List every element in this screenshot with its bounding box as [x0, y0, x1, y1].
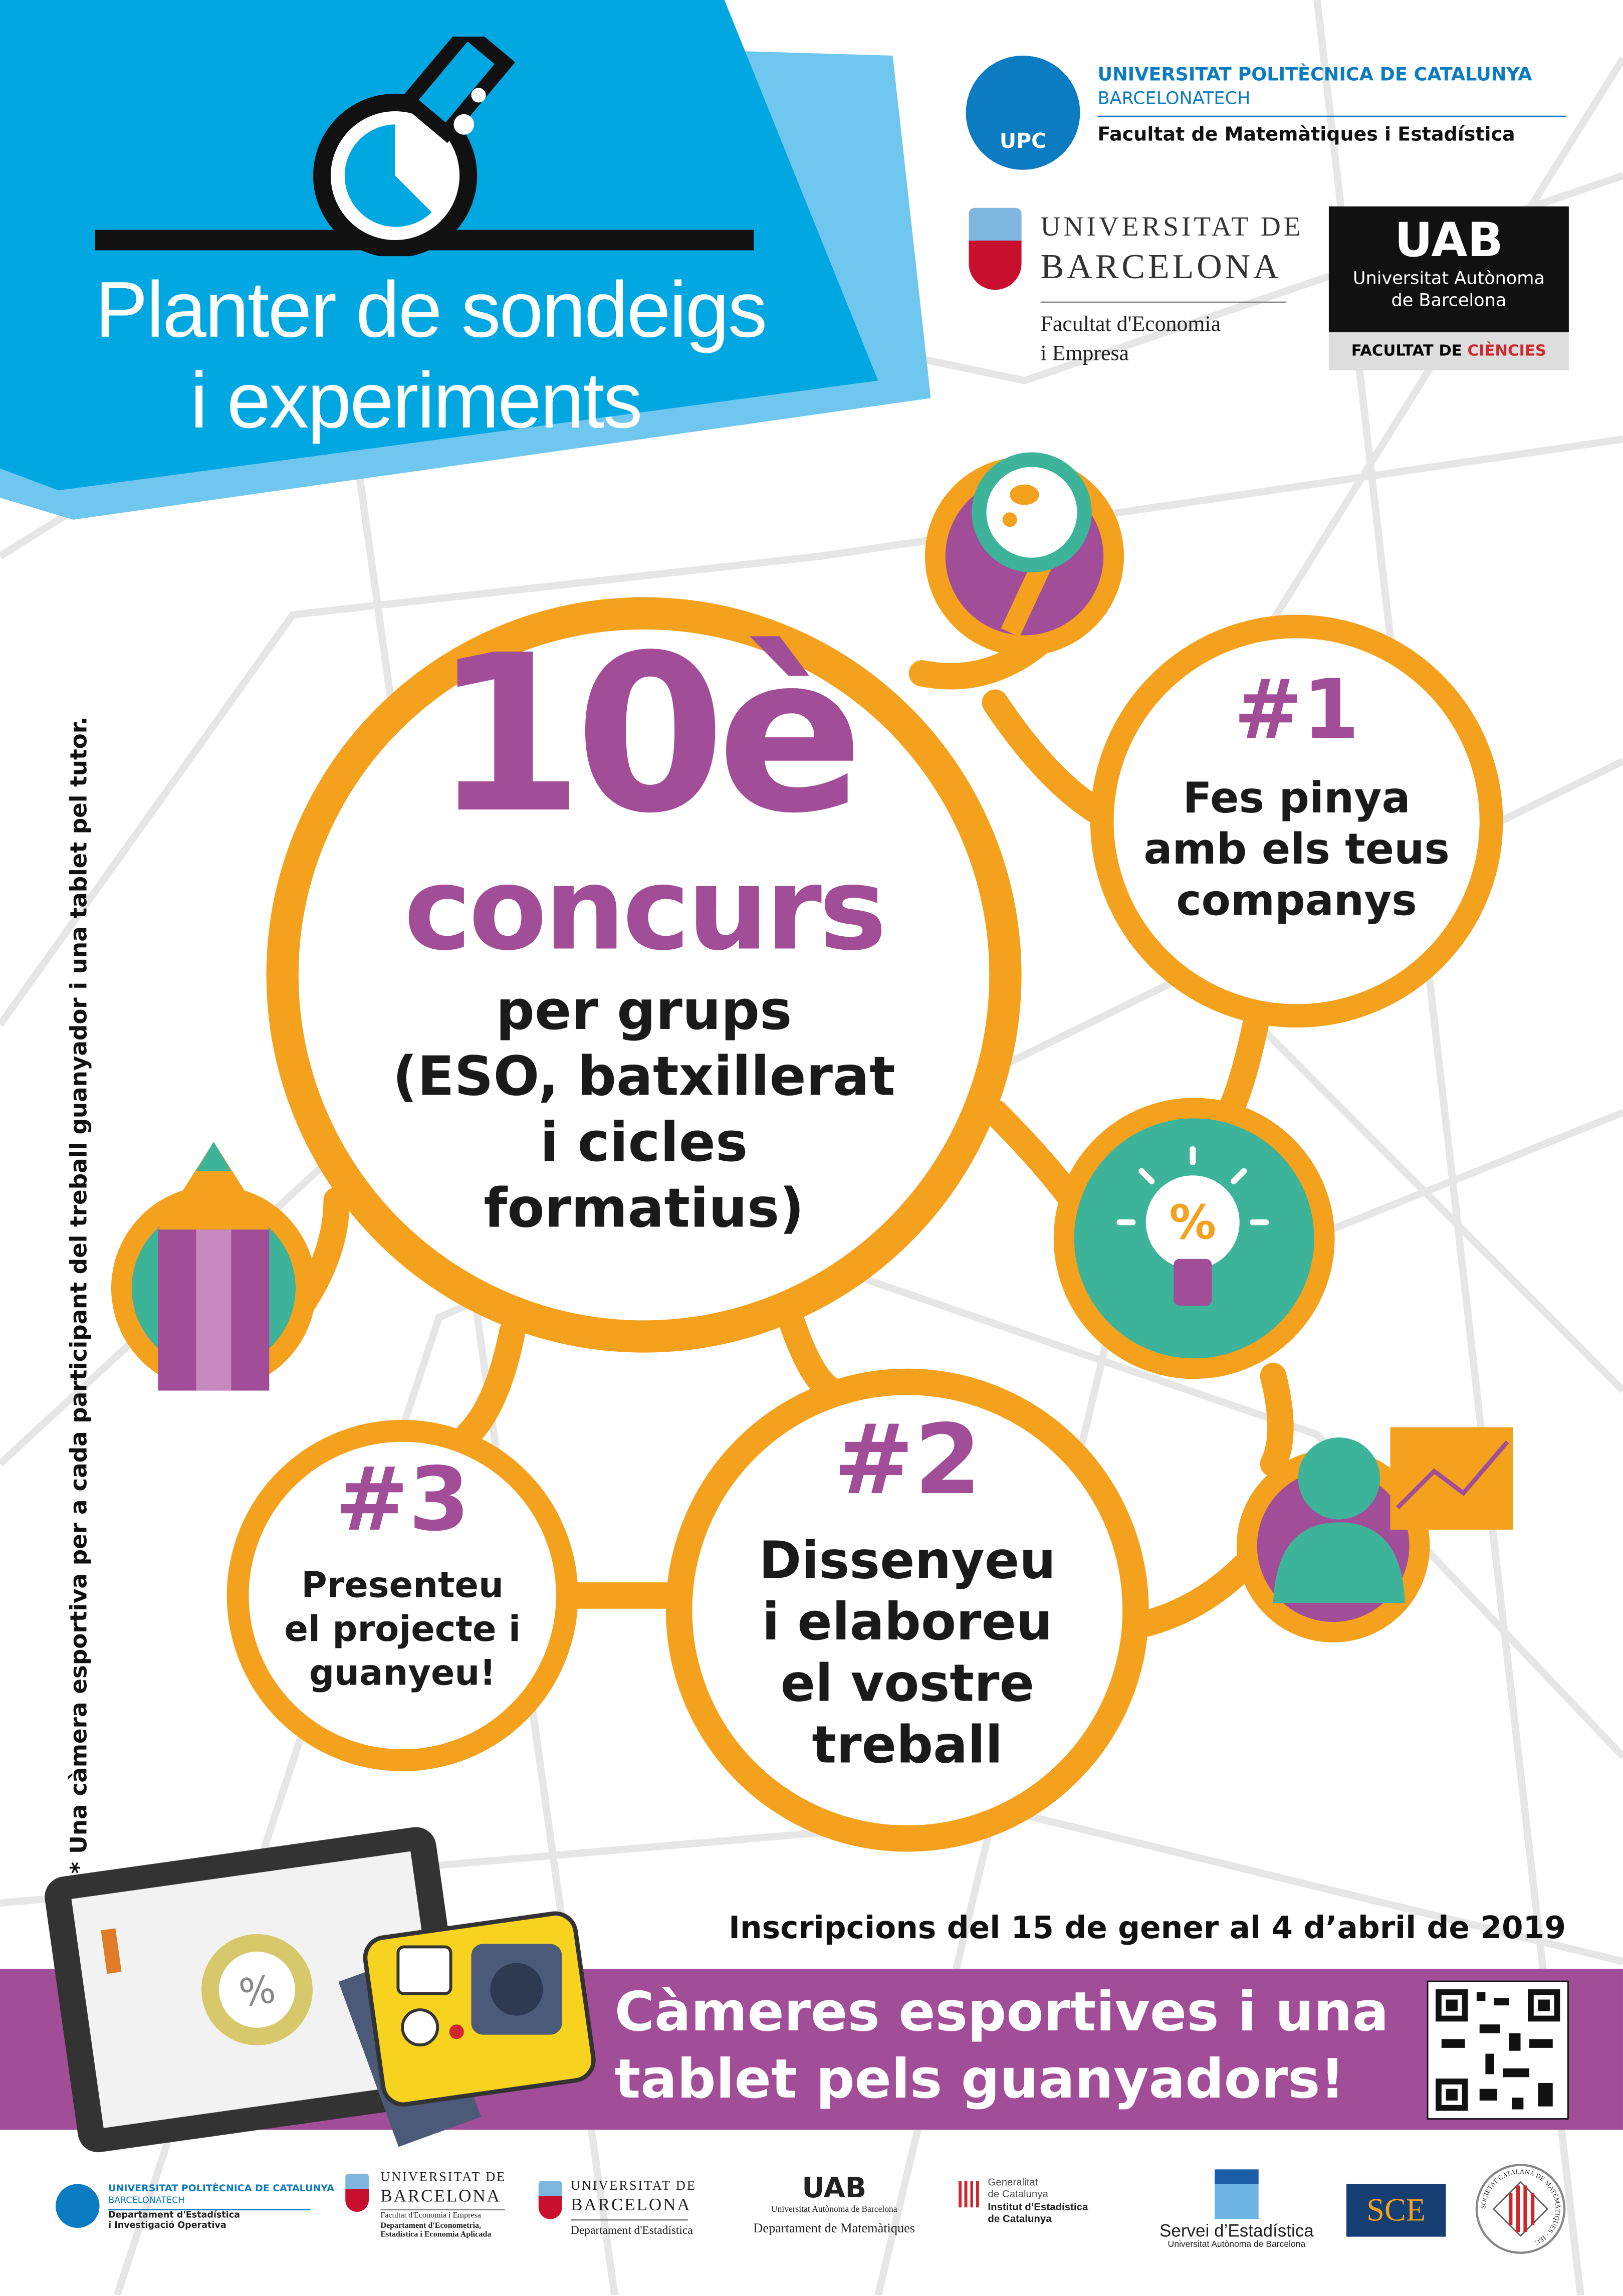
ub-name-2: BARCELONA — [1040, 249, 1282, 287]
pencil-icon — [158, 1142, 270, 1391]
ub-shield-icon — [969, 207, 1022, 290]
groups-text: per grups (ESO, batxillerat i cicles for… — [264, 978, 1025, 1241]
upc-name: UNIVERSITAT POLITÈCNICA DE CATALUNYA — [1097, 63, 1532, 85]
magnifier-icon — [972, 452, 1092, 637]
generalitat-icon — [958, 2181, 979, 2208]
step-1-number: #1 — [1234, 663, 1360, 758]
header-banner — [0, 0, 931, 520]
footer-ub-shield-icon — [538, 2181, 562, 2219]
servei-estadistica-logo — [1215, 2169, 1259, 2219]
societat-catalana-matematiques-logo: SOCIETAT CATALANA DE MATEMÀTIQUES · IEC — [1475, 2164, 1566, 2254]
footer-uab: UAB Universitat Autònoma de Barcelona Depa… — [753, 2172, 915, 2235]
step-2-number: #2 — [833, 1403, 982, 1517]
flask-icon — [313, 37, 516, 257]
ub-name-1: UNIVERSITAT DE — [1040, 212, 1304, 243]
upc-sub: BARCELONATECH — [1097, 88, 1251, 109]
title-line-2: i experiments — [190, 357, 643, 445]
step-2-circle — [665, 1368, 1149, 1852]
footer-ub-estadistica: UNIVERSITAT DE BARCELONA Departament d'Es… — [571, 2178, 697, 2237]
sce-logo: SCE — [1346, 2184, 1446, 2237]
uab-name-2: de Barcelona — [1391, 290, 1507, 311]
step-2-text: Dissenyeu i elaboreu el vostre treball — [759, 1532, 1056, 1776]
ub-faculty-2: i Empresa — [1040, 342, 1129, 366]
footer-ub-econometria: UNIVERSITAT DE BARCELONA Facultat d'Econo… — [380, 2169, 507, 2240]
footer-upc-logo — [55, 2184, 100, 2228]
footer-servei: Servei d’Estadística Universitat Autònoma… — [1159, 2220, 1314, 2251]
uab-logo: UAB Universitat Autònoma de Barcelona — [1328, 206, 1569, 332]
uab-mark: UAB — [1395, 212, 1503, 268]
footer-ub-shield-icon — [345, 2174, 369, 2212]
registration-dates: Inscripcions del 15 de gener al 4 d’abri… — [729, 1910, 1566, 1946]
footer-idescat: Generalitat de Catalunya Institut d’Estadí… — [988, 2178, 1088, 2225]
footer-upc: UNIVERSITAT POLITÈCNICA DE CATALUNYA BARC… — [108, 2182, 335, 2231]
prize-line-1: Càmeres esportives i una — [614, 1980, 1389, 2044]
groups-line: formatius) — [484, 1177, 804, 1240]
lightbulb-percent-icon: % — [1116, 1146, 1269, 1306]
step-3-text: Presenteu el projecte i guanyeu! — [284, 1565, 521, 1694]
groups-line: (ESO, batxillerat — [392, 1045, 895, 1108]
camera-icon — [338, 1911, 596, 2147]
title-line-1: Planter de sondeigs — [95, 266, 768, 354]
ub-faculty-1: Facultat d'Economia — [1040, 313, 1221, 337]
uab-name-1: Universitat Autònoma — [1352, 268, 1545, 289]
qr-code[interactable] — [1427, 1980, 1569, 2120]
upc-logo: UPC — [966, 55, 1080, 170]
prize-text: Càmeres esportives i una tablet pels gua… — [615, 1979, 1389, 2114]
step-3-number: #3 — [335, 1449, 470, 1552]
percent-symbol: % — [1169, 1195, 1216, 1250]
groups-line: per grups — [496, 979, 792, 1042]
prize-line-2: tablet pels guanyadors! — [614, 2047, 1345, 2111]
step-1-text: Fes pinya amb els teus companys — [1143, 773, 1450, 925]
tablet-icon: % — [45, 1827, 470, 2153]
contest: concurs — [404, 845, 887, 977]
uab-faculty: FACULTAT DE CIÈNCIES — [1328, 332, 1569, 370]
edition: 10è — [432, 608, 864, 861]
tablet-percent: % — [237, 1967, 279, 2015]
person-chart-icon — [1273, 1427, 1513, 1603]
groups-line: i cicles — [540, 1111, 748, 1174]
upc-faculty: Facultat de Matemàtiques i Estadística — [1097, 124, 1515, 147]
